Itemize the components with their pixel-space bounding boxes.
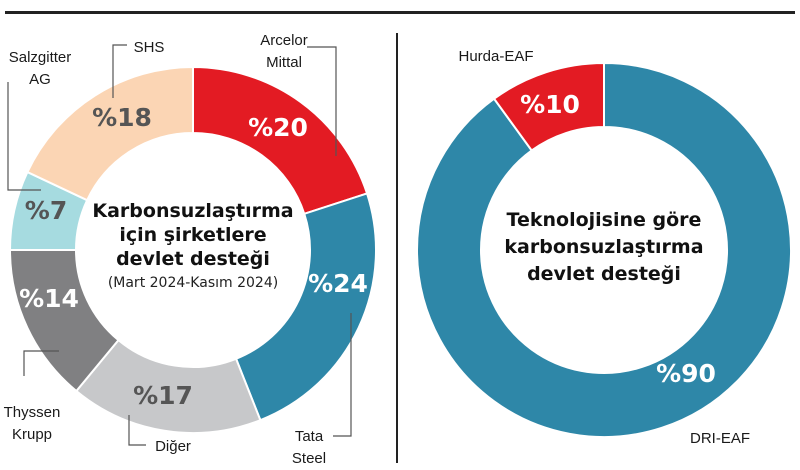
pct-thyssen: %14 [19, 284, 79, 313]
center-title-line-3: devlet desteği [116, 248, 270, 270]
slice-dri-eaf [416, 61, 792, 438]
label-salzgitter-line-1: Salzgitter [9, 49, 72, 66]
center-title-line-1: Teknolojisine göre [507, 209, 702, 231]
pct-tata: %24 [308, 269, 368, 298]
vertical-divider [396, 33, 398, 463]
leader-shs [112, 44, 127, 98]
label-arcelor-line-2: Mittal [266, 54, 302, 71]
percent-labels: %20 %24 %17 %14 %7 %18 %10 %90 [19, 90, 716, 410]
leader-tata [333, 313, 352, 437]
slice-hurda-eaf [492, 61, 605, 152]
slice-tata-steel [234, 192, 377, 422]
label-tata-line-1: Tata [295, 428, 324, 445]
label-thyssen-line-2: Krupp [12, 426, 52, 443]
label-dri-eaf: DRI-EAF [690, 430, 750, 447]
pct-diger: %17 [133, 381, 193, 410]
leader-thyssen [23, 350, 59, 376]
pct-arcelor: %20 [248, 113, 308, 142]
center-title-line-2: için şirketlere [119, 224, 266, 246]
technology-donut-chart [416, 61, 792, 438]
label-tata-line-2: Steel [292, 450, 326, 467]
center-title-line-2: karbonsuzlaştırma [504, 236, 703, 258]
slice-labels: Arcelor Mittal Tata Steel Diğer Thyssen … [4, 32, 750, 467]
company-donut-center-title: Karbonsuzlaştırma için şirketlere devlet… [92, 200, 293, 291]
label-diger: Diğer [155, 438, 191, 455]
company-donut-chart [8, 65, 377, 434]
leader-salzgitter [7, 82, 41, 191]
label-hurda-eaf: Hurda-EAF [458, 48, 533, 65]
label-shs: SHS [134, 39, 165, 56]
pct-salzgitter: %7 [25, 196, 67, 225]
slice-shs [26, 65, 194, 202]
label-salzgitter-line-2: AG [29, 71, 51, 88]
center-title-line-3: devlet desteği [527, 263, 681, 285]
leader-lines [7, 44, 352, 446]
label-thyssen-line-1: Thyssen [4, 404, 61, 421]
center-title-line-1: Karbonsuzlaştırma [92, 200, 293, 222]
center-subtitle: (Mart 2024-Kasım 2024) [108, 275, 278, 291]
technology-donut-center-title: Teknolojisine göre karbonsuzlaştırma dev… [504, 209, 703, 285]
leader-arcelor [307, 46, 337, 156]
leader-diger [128, 415, 146, 446]
label-arcelor-line-1: Arcelor [260, 32, 308, 49]
pct-dri-eaf: %90 [656, 359, 716, 388]
pct-shs: %18 [92, 103, 152, 132]
pct-hurda-eaf: %10 [520, 90, 580, 119]
top-rule [5, 11, 795, 14]
